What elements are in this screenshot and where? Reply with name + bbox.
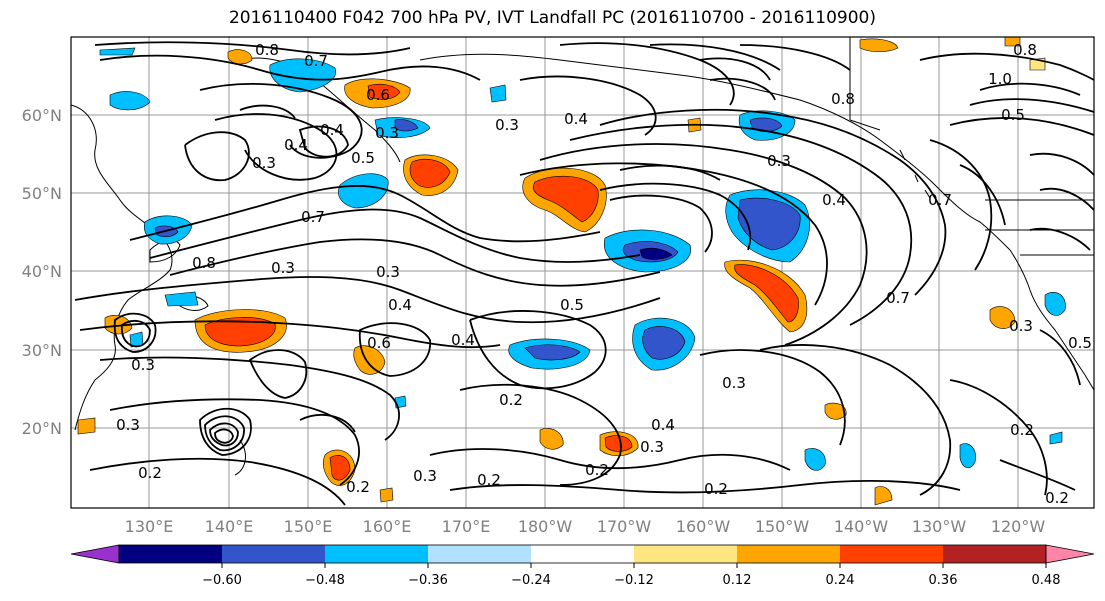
contour-label: 0.4: [320, 121, 344, 139]
contour-label: 0.8: [255, 41, 279, 59]
lon-tick-label: 160°W: [676, 517, 731, 536]
contour-label: 0.3: [375, 124, 399, 142]
contour-label: 0.4: [388, 296, 412, 314]
colorbar-tick-label: 0.36: [929, 573, 958, 588]
latitude-labels: 60°N 50°N 40°N 30°N 20°N: [22, 106, 62, 438]
contour-label: 0.5: [351, 149, 375, 167]
colorbar-tick-label: 0.48: [1032, 573, 1061, 588]
lon-tick-label: 180°W: [518, 517, 573, 536]
colorbar-segment: [943, 545, 1047, 563]
colorbar-tick-label: −0.12: [614, 573, 654, 588]
map-title: 2016110400 F042 700 hPa PV, IVT Landfall…: [228, 8, 876, 28]
contour-label: 0.4: [284, 136, 308, 154]
colorbar-segment: [634, 545, 738, 563]
longitude-labels: 130°E 140°E 150°E 160°E 170°E 180°W 170°…: [125, 517, 1046, 536]
contour-label: 0.8: [831, 90, 855, 108]
colorbar-segment: [119, 545, 223, 563]
lon-tick-label: 170°E: [442, 517, 491, 536]
contour-label: 0.2: [346, 478, 370, 496]
contour-label: 0.8: [1013, 41, 1037, 59]
contour-label: 0.3: [413, 467, 437, 485]
contour-label: 0.2: [138, 464, 162, 482]
contour-label: 0.8: [192, 254, 216, 272]
lon-tick-label: 150°E: [284, 517, 333, 536]
lat-tick-label: 60°N: [22, 106, 62, 125]
colorbar-extend-high: [1045, 544, 1095, 564]
lon-tick-label: 160°E: [363, 517, 412, 536]
colorbar-tick-label: −0.48: [305, 573, 345, 588]
colorbar-extend-low: [70, 544, 120, 564]
contour-label-set: 0.8 0.7 0.6 0.4 0.3 0.5 0.3 0.4 0.7 0.8 …: [116, 41, 1092, 507]
colorbar: −0.60 −0.48 −0.36 −0.24 −0.12 0.12 0.24 0.36 0.4…: [70, 544, 1095, 588]
contour-label: 0.3: [271, 259, 295, 277]
contour-label: 1.0: [988, 70, 1012, 88]
colorbar-segment: [840, 545, 944, 563]
colorbar-segment: [428, 545, 532, 563]
coastlines: [71, 37, 1094, 476]
colorbar-tick-label: −0.36: [408, 573, 448, 588]
colorbar-tick-label: 0.12: [723, 573, 752, 588]
contour-label: 0.7: [304, 52, 328, 70]
colorbar-outline: [118, 544, 1047, 564]
lon-tick-label: 130°W: [912, 517, 967, 536]
contour-label: 0.3: [640, 438, 664, 456]
contour-label: 0.3: [376, 263, 400, 281]
lon-tick-label: 170°W: [597, 517, 652, 536]
contour-label: 0.4: [451, 331, 475, 349]
contour-label: 0.6: [367, 334, 391, 352]
contour-label: 0.7: [886, 289, 910, 307]
lon-tick-label: 140°W: [834, 517, 889, 536]
lon-tick-label: 120°W: [991, 517, 1046, 536]
contour-lines: [74, 41, 1094, 506]
contour-label: 0.3: [116, 416, 140, 434]
colorbar-segment: [531, 545, 635, 563]
contour-label: 0.2: [704, 480, 728, 498]
lat-tick-label: 50°N: [22, 184, 62, 203]
lon-tick-label: 150°W: [755, 517, 810, 536]
lon-tick-label: 130°E: [125, 517, 174, 536]
contour-label: 0.4: [822, 191, 846, 209]
colorbar-tick-label: 0.24: [826, 573, 855, 588]
contour-label: 0.3: [722, 374, 746, 392]
colorbar-tick-label: −0.24: [511, 573, 551, 588]
contour-label: 0.4: [651, 416, 675, 434]
contour-label: 0.5: [1001, 106, 1025, 124]
contour-label: 0.3: [767, 152, 791, 170]
contour-label: 0.7: [928, 191, 952, 209]
contour-label: 0.3: [252, 154, 276, 172]
contour-label: 0.7: [301, 208, 325, 226]
colorbar-segment: [325, 545, 429, 563]
contour-label: 0.2: [477, 471, 501, 489]
contour-label: 0.3: [131, 356, 155, 374]
contour-label: 0.2: [1010, 421, 1034, 439]
map-background: [71, 37, 1094, 508]
contour-label: 0.2: [1045, 489, 1069, 507]
contour-label: 0.5: [1068, 334, 1092, 352]
contour-label: 0.2: [499, 391, 523, 409]
contour-label: 0.4: [564, 110, 588, 128]
colorbar-tick-label: −0.60: [202, 573, 242, 588]
pc-shading: [77, 37, 1066, 506]
contour-label: 0.3: [495, 116, 519, 134]
contour-label: 0.3: [1009, 317, 1033, 335]
contour-label: 0.5: [560, 296, 584, 314]
contour-label: 0.2: [585, 461, 609, 479]
colorbar-segment: [222, 545, 326, 563]
contour-label: 0.6: [366, 86, 390, 104]
lat-tick-label: 30°N: [22, 341, 62, 360]
lat-tick-label: 40°N: [22, 262, 62, 281]
lat-tick-label: 20°N: [22, 419, 62, 438]
colorbar-segment: [737, 545, 841, 563]
lon-tick-label: 140°E: [205, 517, 254, 536]
map-frame: [70, 36, 1095, 509]
